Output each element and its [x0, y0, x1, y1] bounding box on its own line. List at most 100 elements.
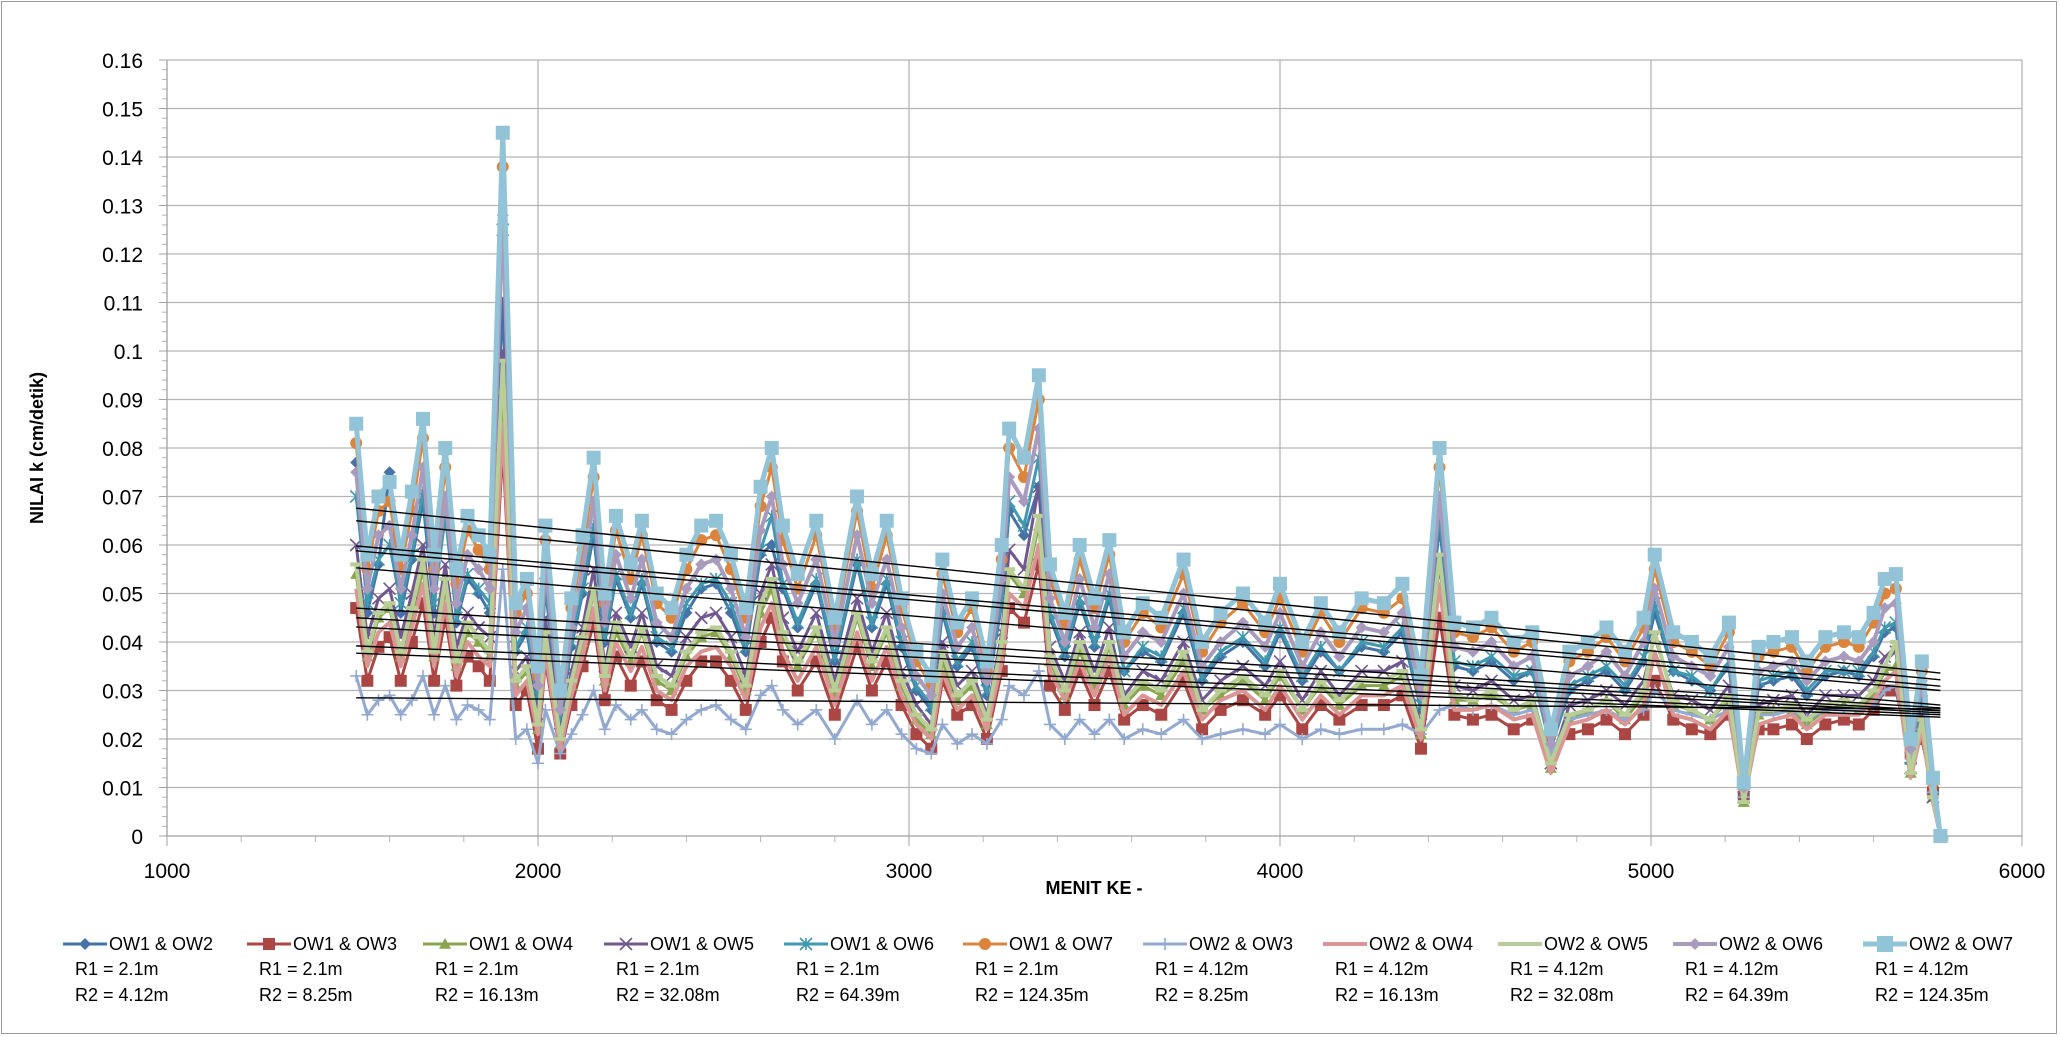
- data-point: [765, 576, 778, 581]
- data-point: [1296, 733, 1309, 745]
- legend-row: OW1 & OW6: [784, 932, 934, 956]
- data-point: [1273, 576, 1287, 591]
- data-point: [1581, 707, 1594, 712]
- x-axis-title: MENIT KE -: [1046, 878, 1143, 898]
- data-point: [1235, 586, 1250, 601]
- data-point: [496, 358, 509, 363]
- legend-item[interactable]: OW2 & OW6 R1 = 4.12m R2 = 64.39m: [1673, 932, 1823, 1008]
- data-point: [1236, 616, 1249, 629]
- legend-item[interactable]: OW2 & OW7 R1 = 4.12m R2 = 124.35m: [1863, 932, 2013, 1008]
- data-point: [624, 713, 637, 726]
- data-point: [1704, 669, 1717, 682]
- legend-item[interactable]: OW1 & OW7 R1 = 2.1m R2 = 124.35m: [963, 932, 1113, 1008]
- data-point: [951, 737, 964, 750]
- x-tick-label: 6000: [1999, 860, 2046, 883]
- data-point: [372, 694, 385, 707]
- series-line: [353, 130, 1943, 837]
- data-point: [665, 703, 678, 716]
- legend-r1: R1 = 2.1m: [975, 959, 1059, 979]
- legend-item[interactable]: OW1 & OW2 R1 = 2.1m R2 = 4.12m: [63, 932, 213, 1008]
- legend-r2: R2 = 16.13m: [435, 985, 539, 1005]
- data-point: [624, 606, 638, 620]
- data-point: [865, 659, 878, 664]
- data-point: [910, 728, 923, 741]
- data-point: [1003, 679, 1016, 692]
- data-point: [1018, 495, 1031, 508]
- data-point: [1836, 625, 1851, 640]
- legend-swatch-icon: [1143, 938, 1187, 950]
- data-point: [450, 659, 463, 664]
- data-point: [910, 742, 923, 755]
- data-point: [565, 678, 578, 683]
- data-point: [383, 689, 396, 702]
- data-point: [1136, 664, 1150, 678]
- data-point: [1600, 713, 1613, 726]
- data-point: [531, 659, 545, 674]
- data-point: [1722, 693, 1735, 698]
- data-point: [394, 582, 407, 595]
- legend-item[interactable]: OW1 & OW6 R1 = 2.1m R2 = 64.39m: [784, 932, 934, 1008]
- legend-swatch-marker: [1159, 938, 1171, 950]
- data-point: [1377, 678, 1390, 683]
- legend-item[interactable]: OW1 & OW4 R1 = 2.1m R2 = 16.13m: [423, 932, 573, 1008]
- data-point: [1259, 728, 1272, 741]
- data-point: [1618, 644, 1633, 659]
- data-point: [1088, 621, 1101, 634]
- data-point: [1485, 708, 1498, 721]
- legend-item[interactable]: OW1 & OW3 R1 = 2.1m R2 = 8.25m: [247, 932, 397, 1008]
- data-point: [1274, 669, 1286, 674]
- data-point: [371, 489, 386, 504]
- data-point: [1376, 596, 1391, 611]
- legend-r2: R2 = 64.39m: [1685, 985, 1789, 1005]
- data-point: [361, 708, 374, 721]
- y-tick-label: 0.11: [104, 293, 143, 316]
- legend-swatch-icon: [1863, 936, 1907, 952]
- data-point: [1354, 591, 1369, 606]
- data-point: [909, 644, 924, 659]
- data-point: [665, 728, 678, 741]
- data-point: [1377, 679, 1390, 691]
- legend-item[interactable]: OW2 & OW3 R1 = 4.12m R2 = 8.25m: [1143, 932, 1293, 1008]
- trendline: [356, 567, 1941, 706]
- data-point: [1799, 654, 1814, 669]
- data-point: [1736, 775, 1751, 790]
- data-point: [1414, 727, 1427, 732]
- data-point: [482, 547, 497, 562]
- legend-item[interactable]: OW1 & OW5 R1 = 2.1m R2 = 32.08m: [604, 932, 754, 1008]
- data-point: [880, 703, 893, 716]
- trendline: [356, 507, 1941, 674]
- data-point: [865, 597, 878, 610]
- data-point: [790, 567, 805, 582]
- y-tick-label: 0.04: [102, 632, 143, 655]
- data-point: [679, 547, 694, 562]
- data-point: [723, 547, 738, 562]
- legend-row: OW1 & OW4: [423, 932, 573, 956]
- data-point: [1259, 693, 1272, 698]
- data-point: [1214, 703, 1227, 716]
- data-point: [1236, 694, 1249, 707]
- y-tick-label: 0.01: [102, 778, 143, 801]
- legend-swatch-marker: [439, 938, 451, 949]
- data-point: [709, 513, 724, 528]
- legend-r1: R1 = 4.12m: [1510, 959, 1604, 979]
- legend-label: OW2 & OW3: [1189, 933, 1294, 954]
- legend-item[interactable]: OW2 & OW5 R1 = 4.12m R2 = 32.08m: [1498, 932, 1648, 1008]
- data-point: [880, 606, 894, 620]
- data-point: [635, 606, 649, 620]
- data-point: [1648, 630, 1661, 635]
- data-point: [1196, 723, 1209, 736]
- data-point: [1259, 708, 1272, 721]
- data-point: [394, 596, 408, 610]
- data-point: [508, 596, 523, 611]
- legend-item[interactable]: OW2 & OW4 R1 = 4.12m R2 = 16.13m: [1323, 932, 1473, 1008]
- x-tick-label: 5000: [1628, 860, 1675, 883]
- data-point: [1058, 703, 1071, 716]
- data-point: [394, 649, 407, 654]
- data-point: [1117, 664, 1131, 678]
- data-point: [1543, 722, 1558, 737]
- data-point: [951, 640, 964, 653]
- data-point: [1903, 732, 1918, 746]
- data-point: [1154, 649, 1168, 664]
- legend-label: OW1 & OW4: [469, 933, 574, 954]
